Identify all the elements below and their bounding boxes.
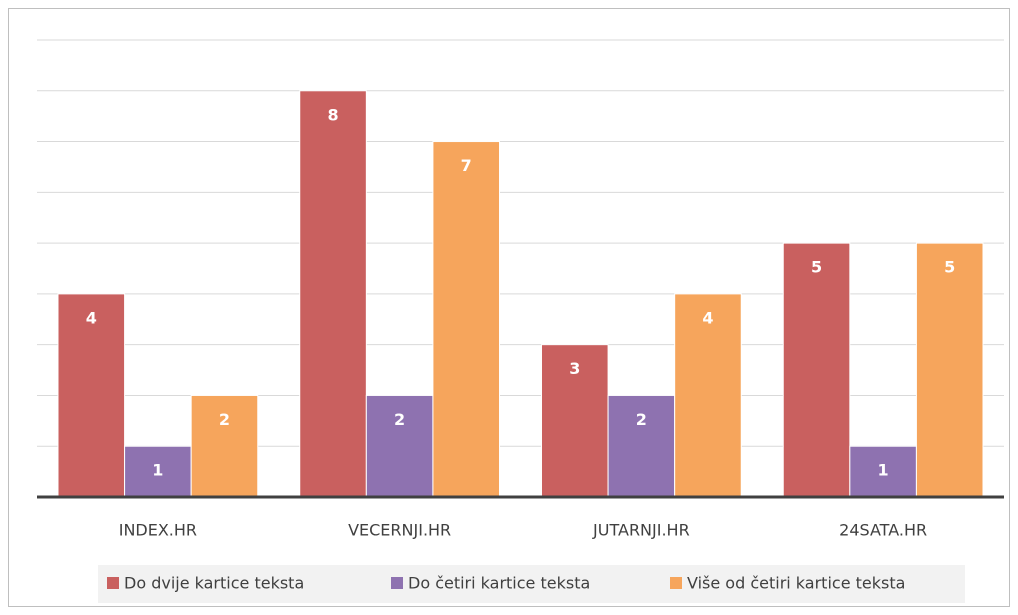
legend-background bbox=[98, 565, 965, 603]
bar bbox=[915, 242, 984, 498]
bar bbox=[190, 394, 259, 498]
bar bbox=[299, 90, 367, 498]
legend-marker bbox=[670, 577, 682, 589]
x-tick-label: JUTARNJI.HR bbox=[592, 521, 690, 540]
legend-label: Više od četiri kartice teksta bbox=[687, 574, 905, 593]
data-label: 2 bbox=[219, 410, 230, 429]
legend-label: Do dvije kartice teksta bbox=[124, 574, 304, 593]
x-tick-label: INDEX.HR bbox=[119, 521, 197, 540]
data-label: 5 bbox=[944, 258, 955, 277]
bar bbox=[57, 293, 126, 498]
data-label: 1 bbox=[878, 461, 889, 480]
data-label: 7 bbox=[461, 156, 472, 175]
bar bbox=[782, 242, 851, 498]
data-label: 3 bbox=[569, 359, 580, 378]
data-label: 4 bbox=[86, 308, 97, 327]
chart-border bbox=[8, 8, 1010, 607]
data-label: 4 bbox=[702, 308, 713, 327]
bar bbox=[432, 141, 500, 498]
data-label: 2 bbox=[394, 410, 405, 429]
data-label: 8 bbox=[327, 105, 338, 124]
legend-label: Do četiri kartice teksta bbox=[408, 574, 590, 593]
data-label: 5 bbox=[811, 258, 822, 277]
bar bbox=[674, 293, 742, 498]
x-tick-label: VECERNJI.HR bbox=[348, 521, 451, 540]
legend-marker bbox=[391, 577, 403, 589]
x-tick-label: 24SATA.HR bbox=[839, 521, 927, 540]
bar bbox=[541, 344, 609, 498]
legend-marker bbox=[107, 577, 119, 589]
data-label: 1 bbox=[152, 461, 163, 480]
data-label: 2 bbox=[636, 410, 647, 429]
